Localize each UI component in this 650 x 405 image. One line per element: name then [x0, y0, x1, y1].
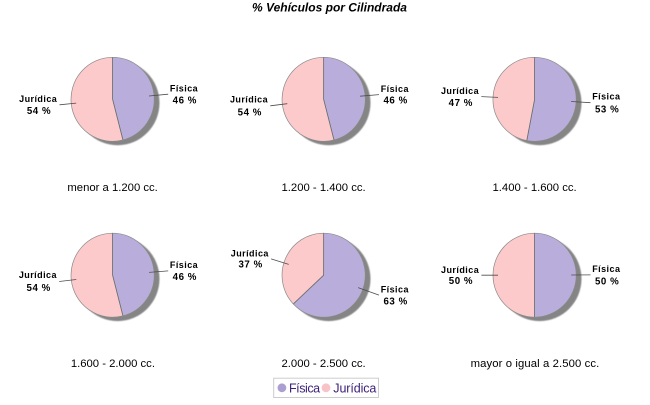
- svg-text:Jurídica: Jurídica: [230, 95, 269, 105]
- svg-text:Jurídica: Jurídica: [441, 86, 480, 96]
- svg-text:mayor o igual a 2.500 cc.: mayor o igual a 2.500 cc.: [471, 358, 600, 370]
- svg-text:Jurídica: Jurídica: [231, 249, 270, 259]
- svg-text:Física: Física: [381, 284, 410, 294]
- svg-text:54 %: 54 %: [27, 106, 51, 117]
- svg-text:Jurídica: Jurídica: [441, 265, 480, 275]
- svg-text:1.200 - 1.400 cc.: 1.200 - 1.400 cc.: [282, 182, 366, 194]
- svg-text:% Vehículos por Cilindrada: % Vehículos por Cilindrada: [252, 1, 407, 15]
- svg-text:53 %: 53 %: [595, 104, 619, 115]
- svg-text:Física: Física: [592, 264, 621, 274]
- svg-text:54 %: 54 %: [238, 108, 262, 119]
- svg-text:50 %: 50 %: [449, 276, 473, 287]
- svg-text:47 %: 47 %: [449, 98, 473, 109]
- svg-text:Jurídica: Jurídica: [333, 382, 376, 396]
- svg-text:46 %: 46 %: [173, 95, 197, 106]
- svg-text:1.400 - 1.600 cc.: 1.400 - 1.600 cc.: [493, 182, 577, 194]
- svg-text:Física: Física: [592, 92, 621, 102]
- svg-text:46 %: 46 %: [173, 272, 197, 283]
- svg-text:1.600 - 2.000 cc.: 1.600 - 2.000 cc.: [71, 358, 155, 370]
- svg-text:50 %: 50 %: [595, 276, 619, 287]
- svg-text:Física: Física: [381, 84, 410, 94]
- svg-text:Física: Física: [289, 382, 320, 396]
- svg-text:37 %: 37 %: [238, 260, 262, 271]
- svg-text:menor a 1.200 cc.: menor a 1.200 cc.: [67, 182, 157, 194]
- svg-text:Física: Física: [170, 260, 199, 270]
- svg-text:54 %: 54 %: [27, 283, 51, 294]
- svg-text:Jurídica: Jurídica: [19, 270, 58, 280]
- svg-text:2.000 - 2.500 cc.: 2.000 - 2.500 cc.: [282, 358, 366, 370]
- svg-text:46 %: 46 %: [383, 96, 407, 107]
- svg-text:Jurídica: Jurídica: [19, 94, 58, 104]
- svg-text:Física: Física: [170, 84, 199, 94]
- svg-text:63 %: 63 %: [383, 296, 407, 307]
